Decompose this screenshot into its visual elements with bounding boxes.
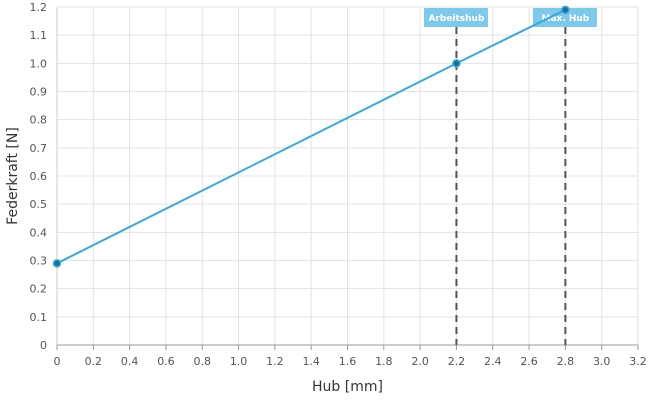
y-tick-label: 0.8 [30, 114, 48, 127]
x-tick-label: 2.6 [520, 355, 538, 368]
tick-labels: 0 0.2 0.4 0.6 0.8 1.0 1.2 1.4 1.6 1.8 2.0 2.2 2.4 2.6… [30, 1, 647, 368]
y-tick-label: 0.6 [30, 170, 48, 183]
x-tick-label: 0 [54, 355, 61, 368]
marker-label: Max. Hub [541, 14, 589, 24]
y-tick-label: 1.1 [30, 29, 48, 42]
data-point[interactable] [561, 5, 570, 15]
series-layer [52, 5, 570, 268]
x-tick-label: 3.0 [593, 355, 611, 368]
x-tick-label: 0.2 [85, 355, 103, 368]
x-axis-title: Hub [mm] [312, 379, 383, 395]
grid [56, 6, 639, 346]
marker-label: Arbeitshub [428, 14, 485, 24]
y-tick-label: 0.1 [30, 311, 48, 324]
axes [56, 7, 639, 350]
x-tick-label: 0.8 [194, 355, 212, 368]
data-point[interactable] [52, 259, 62, 268]
x-tick-label: 3.2 [629, 355, 647, 368]
y-tick-label: 1.2 [30, 1, 48, 14]
y-tick-label: 0.2 [30, 283, 48, 296]
y-tick-label: 0.3 [30, 255, 48, 268]
x-tick-label: 2.0 [411, 355, 429, 368]
marker-label-box [532, 8, 597, 27]
x-tick-label: 2.4 [484, 355, 502, 368]
y-axis-title: Federkraft [N] [5, 127, 21, 225]
x-tick-label: 1.2 [266, 355, 284, 368]
y-tick-label: 1.0 [30, 57, 48, 70]
x-tick-label: 1.4 [302, 355, 320, 368]
x-tick-label: 0.6 [157, 355, 175, 368]
y-tick-label: 0.5 [30, 198, 48, 211]
x-tick-label: 2.8 [557, 355, 575, 368]
vertical-markers: Arbeitshub Max. Hub [423, 8, 597, 345]
x-tick-label: 2.2 [448, 355, 466, 368]
x-tick-label: 1.6 [339, 355, 357, 368]
x-tick-label: 0.4 [121, 355, 139, 368]
x-tick-label: 1.0 [230, 355, 248, 368]
marker-label-box [423, 8, 488, 27]
y-tick-label: 0.9 [30, 86, 48, 99]
y-tick-label: 0.4 [30, 226, 48, 239]
y-tick-label: 0.7 [30, 142, 48, 155]
x-tick-label: 1.8 [375, 355, 393, 368]
y-tick-label: 0 [40, 339, 47, 352]
data-point[interactable] [452, 59, 461, 68]
